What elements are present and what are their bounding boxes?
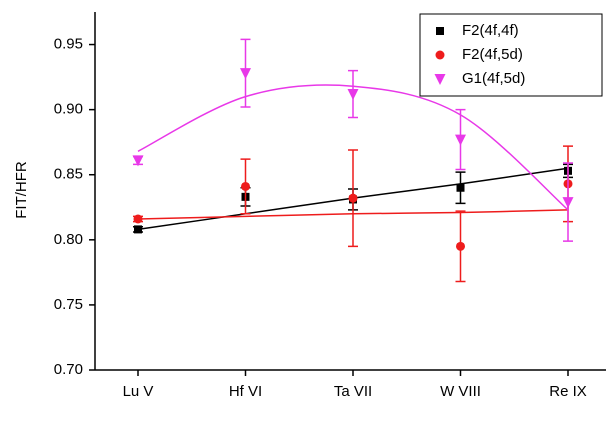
point xyxy=(240,68,251,80)
legend-box xyxy=(419,13,603,97)
point xyxy=(456,183,465,192)
y-tick-label: 0.95 xyxy=(54,36,83,53)
y-tick-label: 0.75 xyxy=(54,296,83,313)
x-tick-label: Ta VII xyxy=(334,383,372,400)
point xyxy=(134,225,142,234)
point xyxy=(562,197,574,209)
legend-label: F2(4f,4f) xyxy=(462,22,519,39)
y-tick-label: 0.90 xyxy=(54,101,83,118)
legend-label: F2(4f,5d) xyxy=(462,46,523,63)
point xyxy=(133,214,143,224)
point xyxy=(455,134,466,146)
y-tick-label: 0.80 xyxy=(54,231,83,248)
x-tick-label: W VIII xyxy=(440,383,481,400)
x-tick-label: Lu V xyxy=(123,383,154,400)
y-axis-label: FIT/HFR xyxy=(13,161,30,219)
point xyxy=(347,89,359,101)
legend-label: G1(4f,5d) xyxy=(462,70,525,87)
legend-marker xyxy=(436,27,444,35)
y-tick-label: 0.85 xyxy=(54,166,83,183)
x-tick-label: Re IX xyxy=(549,383,587,400)
y-tick-label: 0.70 xyxy=(54,361,83,378)
point xyxy=(132,155,144,167)
x-tick-label: Hf VI xyxy=(229,383,262,400)
point xyxy=(241,181,250,191)
point xyxy=(348,193,358,203)
point xyxy=(456,241,465,251)
legend-marker xyxy=(435,50,445,60)
legend-marker xyxy=(434,74,446,85)
